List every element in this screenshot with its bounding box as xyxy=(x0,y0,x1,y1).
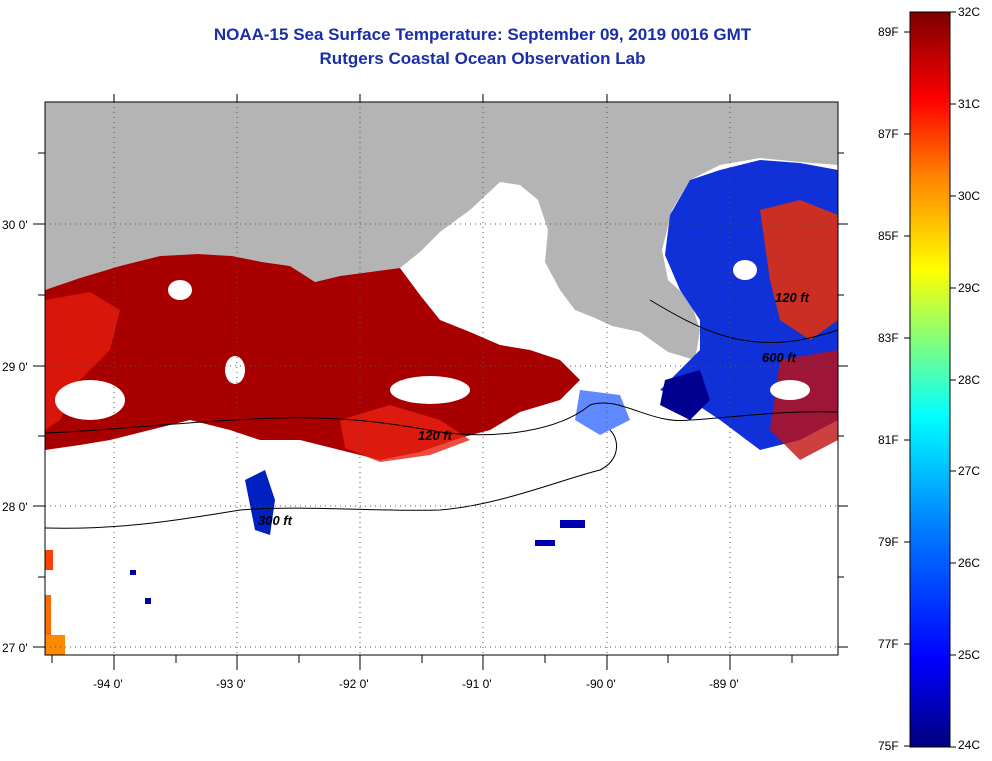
contour-label: 120 ft xyxy=(418,428,453,443)
lon-tick-label: -90 0' xyxy=(586,677,616,691)
cool-water-patch xyxy=(660,370,710,420)
lat-tick-label: 28 0' xyxy=(2,500,28,514)
colorbar-celsius-label: 30C xyxy=(958,189,981,203)
lon-tick-label: -94 0' xyxy=(93,677,123,691)
contour-label: 120 ft xyxy=(775,290,810,305)
cloud-gap xyxy=(733,260,757,280)
cloud-gap xyxy=(390,376,470,404)
warm-water-region xyxy=(45,254,580,460)
lat-tick-label: 29 0' xyxy=(2,360,28,374)
contour-label: 600 ft xyxy=(762,350,797,365)
colorbar-fahrenheit-label: 77F xyxy=(878,637,899,651)
map-subtitle: Rutgers Coastal Ocean Observation Lab xyxy=(319,49,646,68)
land-area xyxy=(45,102,838,360)
scattered-pixels xyxy=(560,520,585,528)
colorbar-celsius-label: 31C xyxy=(958,97,981,111)
axis-ticks xyxy=(33,94,848,670)
colorbar-celsius-label: 27C xyxy=(958,464,981,478)
colorbar-fahrenheit-label: 75F xyxy=(878,739,899,753)
contour-label: 300 ft xyxy=(258,513,293,528)
cool-water-patch xyxy=(245,470,275,535)
cloud-gap xyxy=(55,380,125,420)
colorbar-celsius-label: 32C xyxy=(958,5,981,19)
lon-tick-label: -89 0' xyxy=(709,677,739,691)
map-title: NOAA-15 Sea Surface Temperature: Septemb… xyxy=(213,25,752,44)
contour-300ft xyxy=(45,429,618,529)
cloud-gap xyxy=(225,356,245,384)
colorbar-celsius-label: 29C xyxy=(958,281,981,295)
warm-water-patch xyxy=(770,350,838,460)
colorbar-ticks xyxy=(904,11,956,748)
warm-water-patch xyxy=(760,200,838,340)
colorbar-celsius-label: 25C xyxy=(958,648,981,662)
colorbar-fahrenheit-label: 89F xyxy=(878,25,899,39)
colorbar-fahrenheit-label: 79F xyxy=(878,535,899,549)
scattered-pixels xyxy=(145,598,151,604)
colorbar-fahrenheit-label: 87F xyxy=(878,127,899,141)
colorbar-fahrenheit-label: 81F xyxy=(878,433,899,447)
colorbar-celsius-label: 28C xyxy=(958,373,981,387)
colorbar-celsius-label: 26C xyxy=(958,556,981,570)
red-water-patch xyxy=(340,405,470,462)
lon-tick-label: -92 0' xyxy=(339,677,369,691)
scattered-pixels xyxy=(45,550,53,570)
colorbar-fahrenheit-label: 83F xyxy=(878,331,899,345)
scattered-pixels xyxy=(45,635,65,655)
graticule xyxy=(45,102,838,655)
lon-tick-label: -91 0' xyxy=(462,677,492,691)
colorbar-celsius-label: 24C xyxy=(958,738,981,752)
cloud-gap xyxy=(770,380,810,400)
cool-water-patch xyxy=(575,390,630,435)
scattered-pixels xyxy=(45,595,51,635)
contour-600ft xyxy=(649,299,838,344)
colorbar xyxy=(909,11,951,748)
contour-120ft xyxy=(45,402,838,436)
colorbar-fahrenheit-label: 85F xyxy=(878,229,899,243)
lat-tick-label: 30 0' xyxy=(2,218,28,232)
cloud-gap xyxy=(168,280,192,300)
scattered-pixels xyxy=(535,540,555,546)
lon-tick-label: -93 0' xyxy=(216,677,246,691)
lat-tick-label: 27 0' xyxy=(2,641,28,655)
scattered-pixels xyxy=(130,570,136,575)
